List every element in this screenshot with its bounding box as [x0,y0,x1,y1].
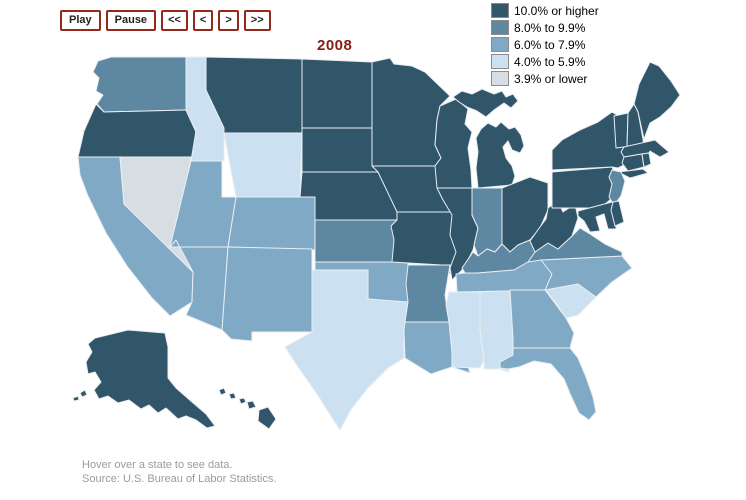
legend-swatch [491,37,509,52]
legend-label: 3.9% or lower [514,71,588,86]
state-or[interactable] [77,103,197,159]
state-hi[interactable] [228,392,237,400]
state-nd[interactable] [301,58,373,129]
state-wa[interactable] [92,56,187,113]
rewind-button[interactable]: << [161,10,188,31]
footer-source: Source: U.S. Bureau of Labor Statistics. [82,473,277,485]
legend-label: 6.0% to 7.9% [514,37,586,52]
state-nj[interactable] [608,169,626,206]
state-wi[interactable] [434,98,473,189]
state-ri[interactable] [641,152,652,168]
legend-label: 10.0% or higher [514,3,599,18]
state-hi[interactable] [246,400,257,410]
fast-forward-button[interactable]: >> [243,10,271,31]
state-co[interactable] [227,196,316,251]
state-nm[interactable] [221,246,313,342]
state-mi[interactable] [452,88,519,118]
state-mi[interactable] [475,121,525,189]
map-legend: 10.0% or higher 8.0% to 9.9% 6.0% to 7.9% 4… [491,2,599,87]
step-forward-button[interactable]: > [218,10,239,31]
state-ak[interactable] [85,329,216,429]
legend-label: 4.0% to 5.9% [514,54,586,69]
state-ms[interactable] [445,291,485,369]
state-pa[interactable] [551,166,617,209]
legend-swatch [491,54,509,69]
legend-swatch [491,71,509,86]
state-hi[interactable] [257,406,277,430]
legend-item: 3.9% or lower [491,70,599,87]
state-ar[interactable] [404,264,451,323]
legend-item: 4.0% to 5.9% [491,53,599,70]
state-ma[interactable] [620,139,670,158]
state-wy[interactable] [223,132,303,198]
legend-swatch [491,3,509,18]
year-title: 2008 [317,37,353,54]
legend-item: 10.0% or higher [491,2,599,19]
state-ak[interactable] [79,389,88,398]
legend-swatch [491,20,509,35]
state-ak[interactable] [72,395,80,402]
state-ny[interactable] [617,168,649,179]
footer-text: Hover over a state to see data. Source: … [82,458,276,486]
state-vt[interactable] [613,112,629,149]
state-fl[interactable] [499,347,597,421]
footer-hint: Hover over a state to see data. [82,459,233,471]
state-hi[interactable] [238,397,247,405]
state-ks[interactable] [314,219,402,263]
state-sd[interactable] [301,127,379,173]
legend-item: 8.0% to 9.9% [491,19,599,36]
state-me[interactable] [633,61,681,140]
legend-label: 8.0% to 9.9% [514,20,586,35]
state-tx[interactable] [284,269,409,431]
state-de[interactable] [610,200,625,227]
play-button[interactable]: Play [60,10,101,31]
pause-button[interactable]: Pause [105,10,157,31]
state-nc[interactable] [540,255,633,298]
step-back-button[interactable]: < [192,10,214,31]
state-hi[interactable] [218,387,227,396]
playback-controls: Play Pause << < > >> [60,10,271,31]
state-in[interactable] [471,187,503,257]
state-wv[interactable] [529,200,579,253]
legend-item: 6.0% to 7.9% [491,36,599,53]
state-ct[interactable] [621,153,645,172]
